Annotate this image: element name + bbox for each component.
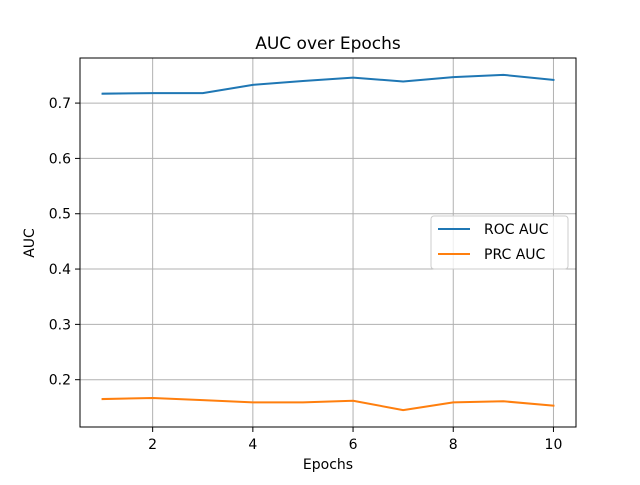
x-tick-label: 4 (248, 437, 257, 453)
x-tick-label: 6 (349, 437, 358, 453)
y-tick-label: 0.4 (49, 262, 71, 278)
y-tick-label: 0.2 (49, 373, 71, 389)
chart-title: AUC over Epochs (255, 34, 401, 54)
y-axis-ticks: 0.2 0.3 0.4 0.5 0.6 0.7 (49, 96, 80, 389)
y-tick-label: 0.6 (49, 151, 71, 167)
x-axis-label: Epochs (303, 457, 353, 473)
y-tick-label: 0.3 (49, 317, 71, 333)
legend-label-roc-auc: ROC AUC (484, 222, 549, 238)
y-tick-label: 0.7 (49, 96, 71, 112)
series-line-roc-auc (101, 73, 555, 95)
legend-label-prc-auc: PRC AUC (484, 247, 546, 263)
y-tick-label: 0.5 (49, 207, 71, 223)
grid-lines (80, 58, 576, 427)
y-axis-label: AUC (22, 228, 38, 258)
x-tick-label: 10 (545, 437, 563, 453)
x-tick-label: 8 (449, 437, 458, 453)
legend: ROC AUC PRC AUC (430, 215, 569, 270)
series-line-prc-auc (101, 396, 555, 412)
x-axis-ticks: 2 4 6 8 10 (148, 427, 562, 453)
x-tick-label: 2 (148, 437, 157, 453)
plot-frame (79, 57, 577, 428)
series-lines (101, 73, 555, 412)
